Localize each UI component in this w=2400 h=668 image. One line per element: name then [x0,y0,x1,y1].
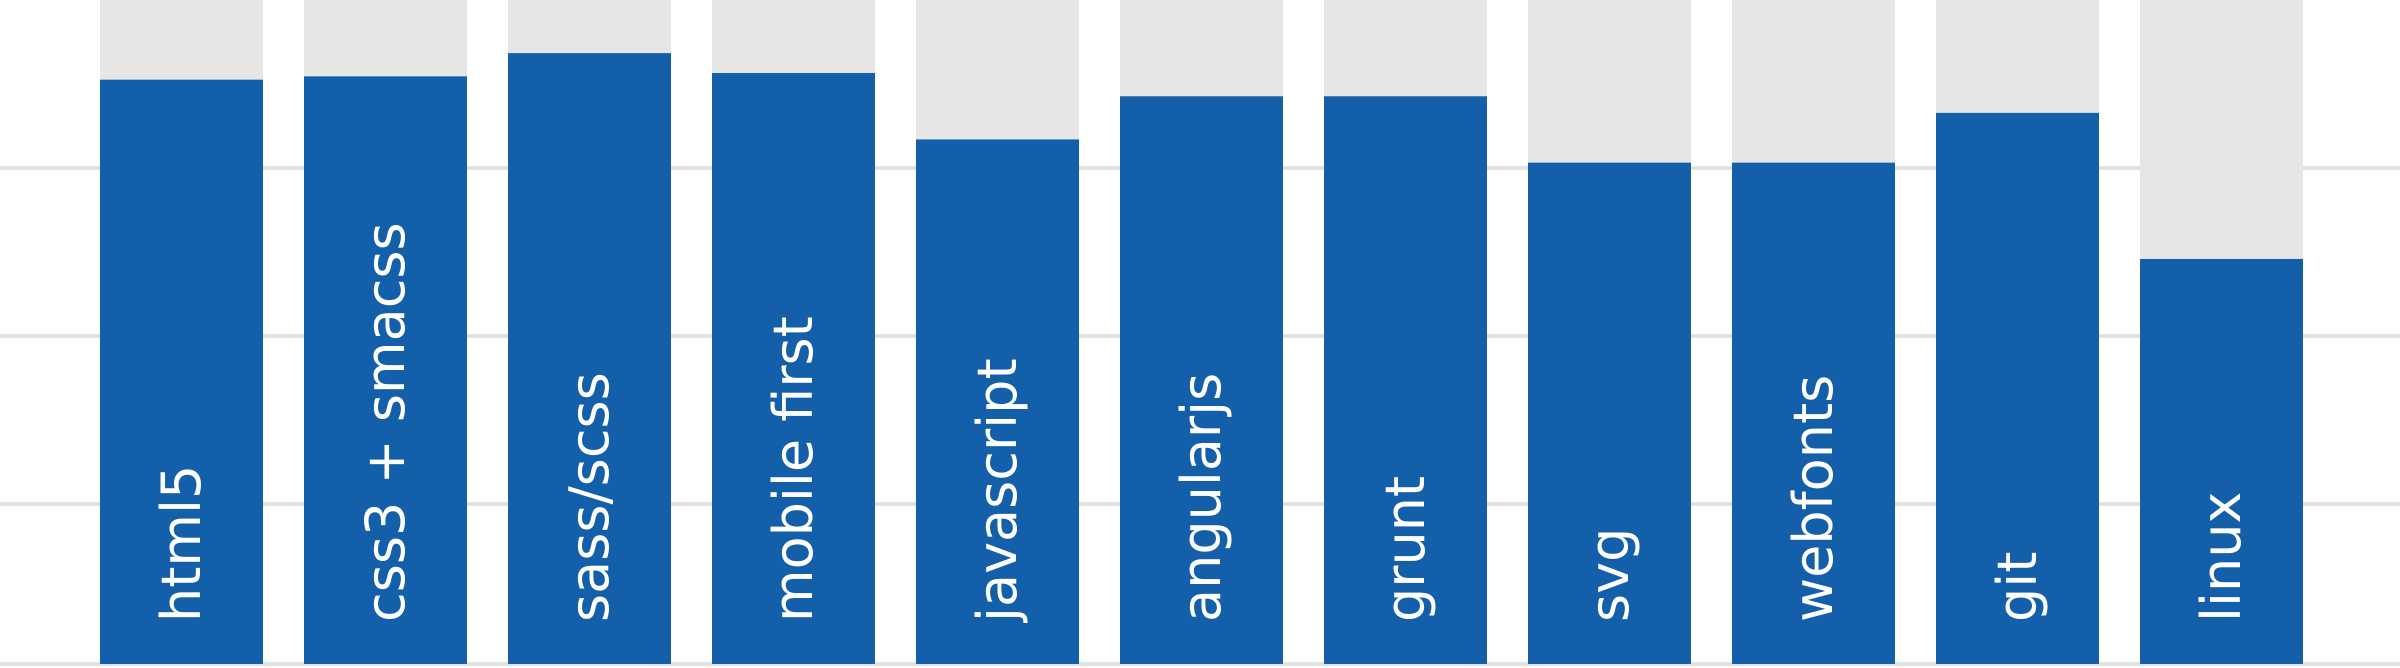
bar-group: linux [2140,0,2303,664]
bars: html5 css3 + smacss sass/scss mobile first j… [100,0,2303,665]
bar [1528,162,1691,664]
bar-group: javascript [916,0,1079,664]
bar-group: mobile first [712,0,875,665]
bar-group: sass/scss [508,0,671,665]
bar-label: angularjs [1170,373,1233,622]
bar-group: angularjs [1120,0,1283,664]
bar-group: git [1936,0,2099,664]
bar-label: webfonts [1782,375,1845,622]
bar [916,139,1079,664]
bar-group: svg [1528,0,1691,664]
bar-group: grunt [1324,0,1487,664]
bar-label: mobile first [762,316,825,622]
bar-group: css3 + smacss [304,0,467,665]
bar-label: css3 + smacss [354,222,417,622]
bar-label: linux [2190,492,2253,622]
bar-label: javascript [966,358,1029,623]
bar-group: webfonts [1732,0,1895,664]
bar [100,79,263,665]
bar-label: git [1986,552,2049,622]
bar-label: html5 [150,465,213,622]
bar [1936,112,2099,664]
bar-label: sass/scss [558,372,621,622]
bar [2140,258,2303,664]
bar-group: html5 [100,0,263,665]
bar-label: svg [1578,528,1641,622]
bar [1732,162,1895,664]
bar [508,53,671,665]
bar-label: grunt [1374,476,1437,622]
bar [1120,96,1283,664]
bar [712,73,875,665]
bar [304,76,467,665]
bar [1324,96,1487,664]
